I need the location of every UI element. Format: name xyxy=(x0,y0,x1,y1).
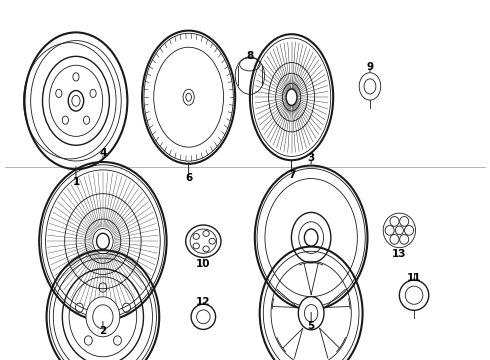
Ellipse shape xyxy=(154,47,223,147)
Ellipse shape xyxy=(183,89,194,105)
Ellipse shape xyxy=(86,297,120,337)
Ellipse shape xyxy=(286,89,297,105)
Text: 1: 1 xyxy=(73,177,79,187)
Ellipse shape xyxy=(68,91,84,111)
Text: 13: 13 xyxy=(392,249,407,259)
Ellipse shape xyxy=(395,226,403,235)
Text: 5: 5 xyxy=(308,321,315,331)
Text: 11: 11 xyxy=(407,273,421,283)
Text: 6: 6 xyxy=(185,173,192,183)
Text: 2: 2 xyxy=(99,326,106,336)
Ellipse shape xyxy=(292,212,331,263)
Ellipse shape xyxy=(97,233,109,249)
Text: 4: 4 xyxy=(99,148,107,158)
Ellipse shape xyxy=(298,297,324,330)
Text: 7: 7 xyxy=(288,170,295,180)
Ellipse shape xyxy=(304,229,318,246)
Text: 10: 10 xyxy=(196,258,211,269)
Text: 3: 3 xyxy=(308,153,315,163)
Text: 9: 9 xyxy=(367,62,373,72)
Text: 8: 8 xyxy=(246,51,253,61)
Text: 12: 12 xyxy=(196,297,211,307)
